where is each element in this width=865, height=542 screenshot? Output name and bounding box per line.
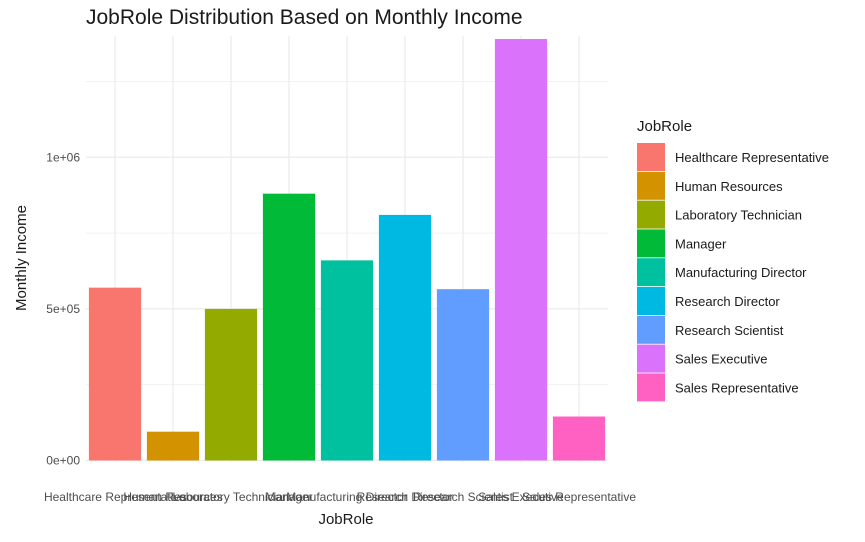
bar [204, 308, 258, 461]
x-tick-label: Laboratory Technician [172, 490, 289, 504]
bar [436, 289, 490, 461]
x-tick-label: Manufacturing Director [286, 490, 407, 504]
bar [320, 260, 374, 461]
x-tick-label: Research Scientist [413, 490, 514, 504]
legend-swatch [637, 373, 665, 402]
x-tick-label: Human Resources [123, 490, 222, 504]
y-tick-label: 1e+06 [46, 150, 80, 164]
legend-label: Research Scientist [675, 323, 784, 338]
bars [88, 39, 606, 461]
x-tick-label: Manager [265, 490, 312, 504]
chart-title: JobRole Distribution Based on Monthly In… [86, 6, 523, 29]
legend-items: Healthcare Representative Human Resources… [637, 143, 829, 402]
legend-title: JobRole [637, 118, 692, 135]
legend: JobRole Healthcare Representative Human R… [637, 118, 829, 402]
x-tick-label: Sales Representative [522, 490, 636, 504]
bar [494, 39, 548, 461]
bar [262, 193, 316, 461]
bar [146, 431, 200, 461]
bar [552, 416, 606, 461]
legend-label: Human Resources [675, 179, 783, 194]
bar [88, 287, 142, 461]
x-axis-title: JobRole [318, 511, 373, 528]
y-axis-ticks: 0e+00 5e+05 1e+06 [46, 150, 80, 467]
legend-swatch [637, 171, 665, 200]
legend-label: Sales Representative [675, 380, 799, 395]
legend-swatch [637, 229, 665, 258]
x-tick-label: Sales Executive [478, 490, 564, 504]
legend-swatch [637, 344, 665, 373]
x-tick-label: Research Director [357, 490, 454, 504]
x-tick-label: Healthcare Representative [44, 490, 186, 504]
legend-label: Laboratory Technician [675, 208, 802, 223]
legend-swatch [637, 143, 665, 171]
bar [378, 214, 432, 461]
legend-swatch [637, 200, 665, 229]
legend-label: Research Director [675, 294, 780, 309]
legend-label: Manufacturing Director [675, 265, 807, 280]
legend-label: Sales Executive [675, 352, 768, 367]
y-tick-label: 5e+05 [46, 302, 80, 316]
y-tick-label: 0e+00 [46, 453, 80, 467]
legend-label: Manager [675, 236, 727, 251]
legend-label: Healthcare Representative [675, 150, 829, 165]
y-axis-title: Monthly Income [13, 205, 30, 311]
legend-swatch [637, 287, 665, 315]
legend-swatch [637, 315, 665, 344]
legend-swatch [637, 258, 665, 287]
